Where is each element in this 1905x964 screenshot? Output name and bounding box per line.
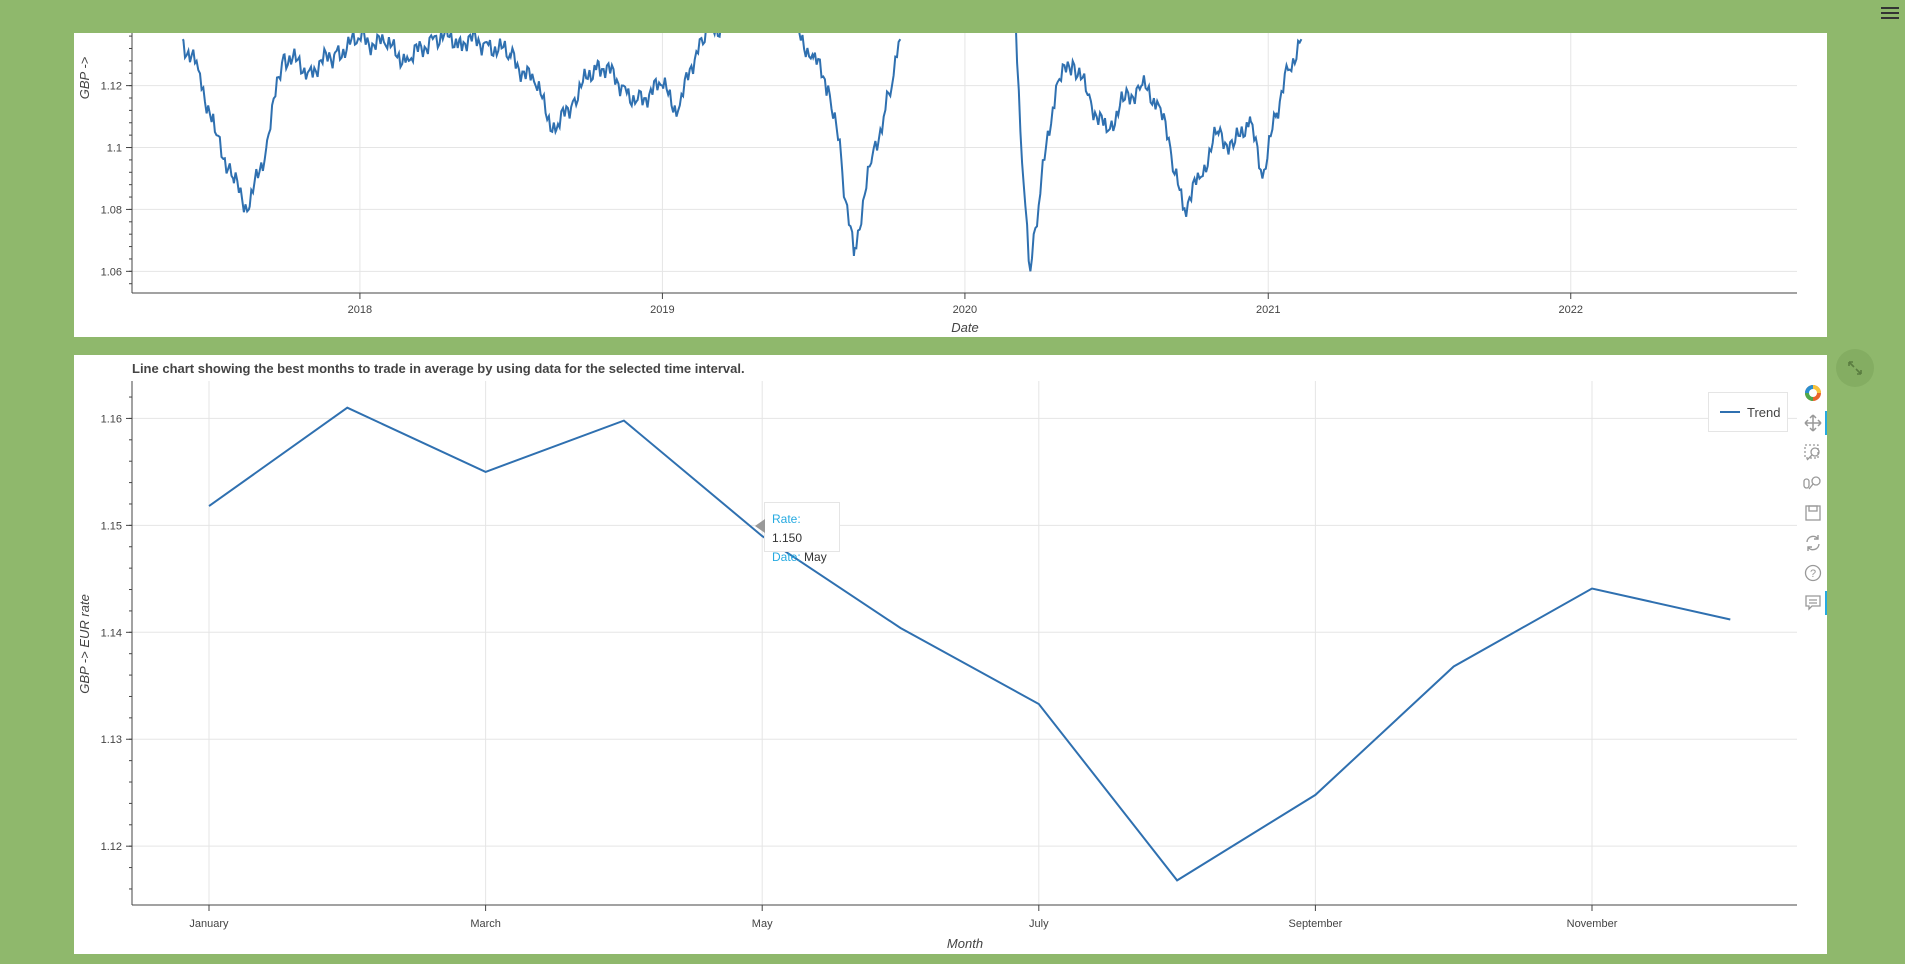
chart-title: Line chart showing the best months to tr… — [132, 361, 745, 376]
top-y-axis-label: GBP -> — [77, 56, 92, 99]
chart-toolbar: ? — [1801, 378, 1827, 618]
hover-icon[interactable] — [1801, 588, 1827, 618]
top-chart-panel: 2018 2019 2020 2021 2022 1.06 1.08 1.1 1.12 Date… — [74, 33, 1827, 337]
top-series-line — [181, 33, 1303, 272]
top-x-tick-label: 2022 — [1559, 304, 1583, 316]
help-icon[interactable]: ? — [1801, 558, 1825, 588]
box-zoom-icon[interactable] — [1801, 438, 1825, 468]
top-x-tick-label: 2020 — [953, 304, 977, 316]
top-x-tick-label: 2021 — [1256, 304, 1280, 316]
wheel-zoom-icon[interactable] — [1801, 468, 1825, 498]
reset-icon[interactable] — [1801, 528, 1825, 558]
bottom-y-axis-label: GBP -> EUR rate — [77, 594, 92, 694]
bottom-y-tick-label: 1.13 — [101, 734, 122, 746]
bottom-y-tick-label: 1.14 — [101, 627, 122, 639]
save-icon[interactable] — [1801, 498, 1825, 528]
menu-icon[interactable] — [1879, 4, 1901, 22]
top-y-tick-label: 1.06 — [101, 266, 122, 278]
bottom-x-tick-label: November — [1567, 918, 1618, 930]
top-x-axis-label: Date — [951, 320, 978, 335]
bottom-x-tick-label: September — [1288, 918, 1342, 930]
tooltip-rate-value: 1.150 — [772, 531, 803, 545]
legend-label: Trend — [1747, 404, 1781, 420]
hover-tooltip: Rate: 1.150 Date: May — [755, 502, 840, 564]
legend-swatch — [1720, 411, 1740, 413]
tooltip-date-key: Date: — [772, 550, 801, 564]
top-y-tick-label: 1.1 — [107, 143, 122, 155]
bokeh-logo-icon[interactable] — [1801, 378, 1825, 408]
bottom-chart-panel: Line chart showing the best months to tr… — [74, 355, 1827, 954]
bottom-y-tick-label: 1.16 — [101, 413, 122, 425]
monthly-trend-line-chart[interactable]: Line chart showing the best months to tr… — [74, 355, 1827, 954]
top-line-chart[interactable]: 2018 2019 2020 2021 2022 1.06 1.08 1.1 1.12 Date… — [74, 33, 1827, 337]
top-y-tick-label: 1.12 — [101, 81, 122, 93]
bottom-x-tick-label: July — [1029, 918, 1049, 930]
bottom-x-axis-label: Month — [947, 936, 983, 951]
tooltip-rate-key: Rate: — [772, 512, 801, 526]
tooltip-date-value: May — [804, 550, 827, 564]
bottom-y-tick-label: 1.12 — [101, 841, 122, 853]
trend-series-line — [208, 406, 1731, 882]
bottom-x-tick-label: May — [752, 918, 773, 930]
top-y-tick-label: 1.08 — [101, 204, 122, 216]
pan-icon[interactable] — [1801, 408, 1827, 438]
bottom-x-tick-label: January — [189, 918, 229, 930]
top-x-tick-label: 2019 — [650, 304, 674, 316]
expand-icon[interactable] — [1836, 349, 1874, 387]
bottom-x-tick-label: March — [470, 918, 501, 930]
top-x-tick-label: 2018 — [348, 304, 372, 316]
svg-text:?: ? — [1810, 568, 1816, 580]
chart-legend[interactable]: Trend — [1708, 392, 1788, 432]
bottom-y-tick-label: 1.15 — [101, 520, 122, 532]
